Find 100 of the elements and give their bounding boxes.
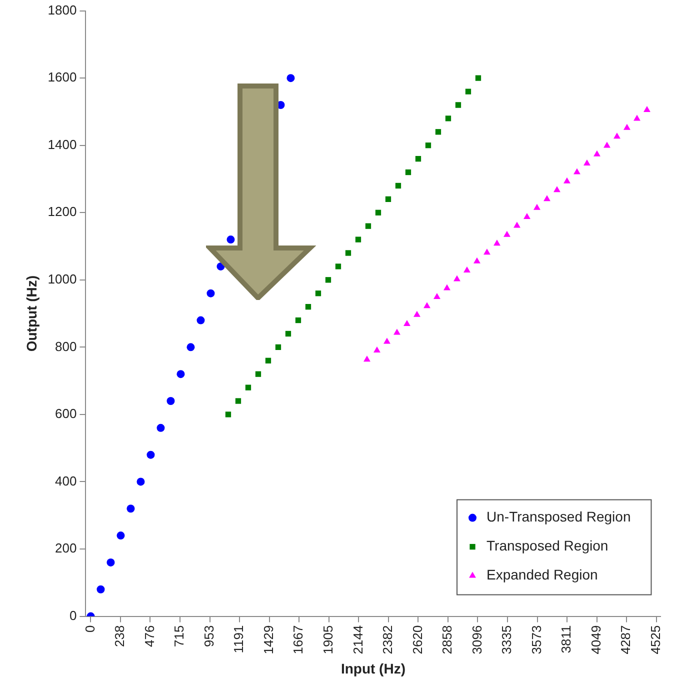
point [96, 585, 105, 594]
point [435, 129, 442, 135]
point [395, 182, 402, 189]
point [424, 302, 430, 308]
point [474, 257, 480, 264]
point [415, 156, 422, 162]
y-tick-label: 1200 [48, 204, 77, 220]
point [445, 116, 452, 122]
x-tick-label: 476 [142, 625, 157, 647]
point [265, 358, 272, 364]
x-tick-label: 1905 [320, 625, 336, 654]
point [186, 343, 195, 352]
point [594, 150, 600, 156]
point [295, 317, 302, 324]
point [564, 177, 570, 184]
point [644, 106, 650, 112]
point [374, 346, 380, 353]
point [464, 266, 470, 272]
point [404, 320, 410, 326]
point [484, 248, 490, 255]
x-tick-label: 2620 [410, 625, 425, 654]
x-tick-label: 4287 [618, 625, 634, 654]
point [136, 478, 145, 486]
y-tick-label: 1800 [48, 2, 77, 18]
point [394, 328, 400, 335]
point [624, 124, 630, 130]
x-tick-label: 1191 [231, 625, 246, 654]
x-tick-label: 3335 [499, 625, 514, 654]
point [106, 558, 115, 566]
x-tick-label: 715 [172, 625, 187, 647]
point [524, 213, 530, 219]
x-tick-label: 238 [112, 625, 128, 647]
point [454, 275, 460, 282]
point [384, 338, 390, 344]
y-tick-label: 1000 [48, 271, 77, 286]
point [286, 74, 295, 82]
point [166, 397, 175, 405]
point [514, 222, 520, 228]
point [196, 316, 205, 324]
y-tick-label: 800 [55, 338, 77, 354]
point [335, 264, 342, 270]
y-tick-label: 1600 [48, 70, 77, 85]
point [494, 240, 500, 246]
point [434, 293, 440, 300]
x-tick-label: 3573 [528, 625, 544, 654]
point [554, 186, 560, 192]
point [504, 230, 510, 237]
point [465, 88, 472, 94]
point [414, 310, 420, 317]
point [614, 132, 620, 139]
point [245, 384, 252, 390]
x-tick-label: 3096 [469, 625, 484, 654]
x-tick-label: 4049 [588, 625, 604, 654]
x-tick-label: 2382 [380, 625, 396, 654]
point [225, 412, 232, 418]
point [285, 330, 292, 337]
point [226, 236, 235, 244]
x-tick-label: 1667 [290, 625, 306, 654]
point [116, 532, 125, 540]
y-tick-label: 400 [55, 473, 77, 488]
point [475, 75, 482, 81]
point [634, 114, 640, 121]
point [534, 204, 540, 210]
point [345, 250, 352, 256]
y-tick-label: 600 [55, 406, 77, 422]
point [255, 371, 262, 377]
legend-label: Expanded Region [486, 566, 598, 583]
point [455, 102, 462, 108]
y-tick-label: 0 [69, 608, 77, 623]
legend-label: Un-Transposed Region [486, 508, 631, 525]
x-axis-title: Input (Hz) [340, 660, 406, 676]
y-axis-title: Output (Hz) [23, 275, 40, 352]
point [544, 195, 550, 202]
point [584, 160, 590, 166]
point [364, 356, 370, 362]
point [156, 424, 165, 432]
x-tick-label: 4525 [648, 625, 663, 654]
point [604, 142, 610, 148]
point [365, 223, 372, 229]
point [325, 277, 332, 283]
point [206, 289, 215, 298]
point [375, 210, 382, 216]
point [235, 398, 242, 404]
y-tick-label: 200 [55, 540, 77, 556]
point [574, 168, 580, 174]
x-tick-label: 2858 [440, 625, 455, 654]
x-tick-label: 0 [82, 625, 98, 633]
point [275, 344, 282, 350]
x-tick-label: 1429 [260, 625, 276, 654]
x-tick-label: 3811 [558, 625, 574, 654]
x-tick-label: 953 [201, 625, 216, 647]
point [315, 290, 322, 296]
point [425, 142, 432, 148]
point [305, 304, 312, 310]
point [126, 504, 135, 513]
y-tick-label: 1400 [48, 136, 77, 152]
x-tick-label: 2144 [350, 625, 366, 654]
point [405, 169, 412, 176]
point [385, 196, 392, 202]
point [176, 370, 185, 378]
